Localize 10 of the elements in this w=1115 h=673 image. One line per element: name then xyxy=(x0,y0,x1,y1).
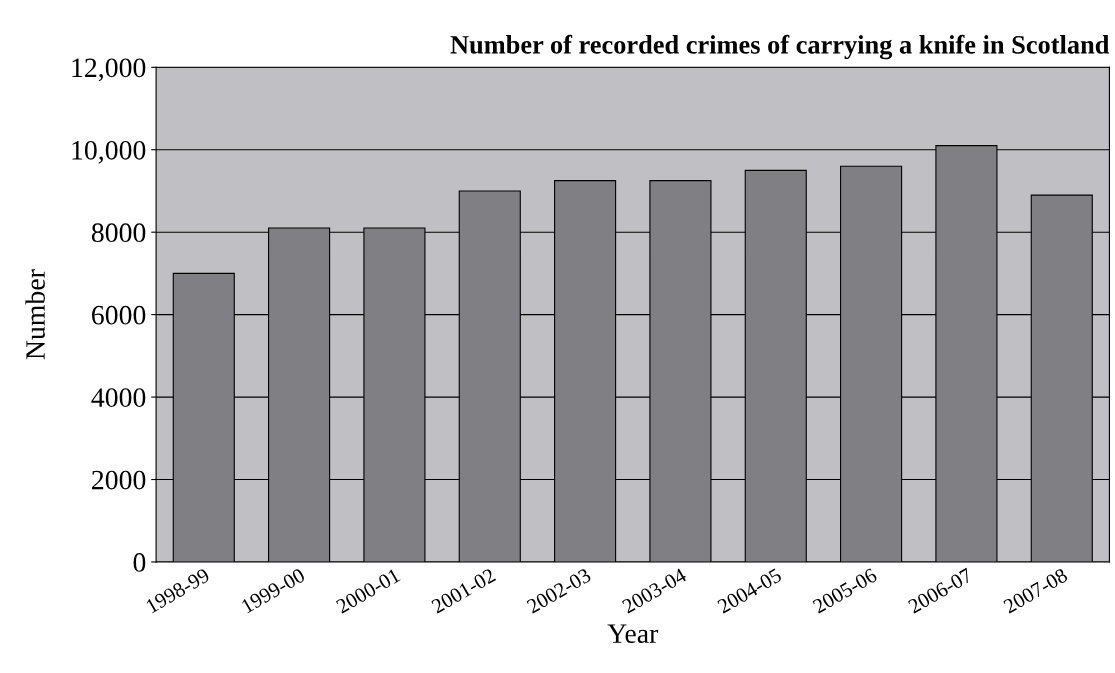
y-tick-label: 0 xyxy=(133,553,146,572)
y-tick-label: 12,000 xyxy=(72,58,146,82)
y-tick-label: 8000 xyxy=(91,223,146,243)
y-tick-label: 2000 xyxy=(92,470,146,490)
y-tick-label: 4000 xyxy=(91,388,146,407)
x-axis-title: Year xyxy=(607,624,659,643)
y-axis-title: Number xyxy=(25,269,45,360)
y-tick-label: 6000 xyxy=(92,305,146,325)
y-tick-label: 10,000 xyxy=(72,140,146,164)
chart-title: Number of recorded crimes of carrying a knife in Scotland xyxy=(450,34,1110,60)
